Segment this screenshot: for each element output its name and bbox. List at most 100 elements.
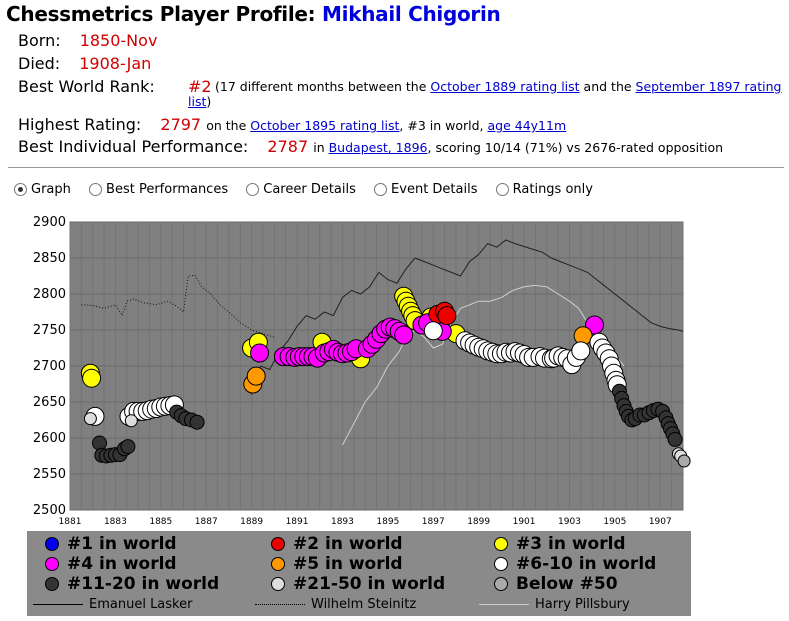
- legend-label: #1 in world: [67, 534, 177, 554]
- best-rank-value: #2: [188, 77, 212, 96]
- radio-ratings-only[interactable]: Ratings only: [495, 182, 593, 197]
- rating-point-rank-6-10: [571, 341, 591, 361]
- y-tick-label: 2850: [33, 251, 66, 266]
- rating-point-rank-5: [246, 366, 266, 386]
- x-tick-label: 1893: [331, 517, 354, 527]
- rating-point-rank-6-10: [423, 321, 443, 341]
- x-tick-label: 1903: [558, 517, 581, 527]
- x-tick-label: 1891: [286, 517, 309, 527]
- perf-note-b: , scoring 10/14 (71%) vs 2676-rated oppo…: [427, 140, 724, 155]
- x-tick-label: 1895: [376, 517, 399, 527]
- rating-point-rank-2: [437, 306, 457, 326]
- born-row: Born: 1850-Nov: [18, 31, 157, 50]
- x-tick-label: 1905: [603, 517, 626, 527]
- radio-ratings-only-dot[interactable]: [495, 183, 509, 196]
- radio-graph[interactable]: Graph: [14, 182, 71, 197]
- legend-item-rank-5: #5 in world: [271, 554, 403, 574]
- legend-item-rank-1: #1 in world: [45, 534, 177, 554]
- radio-event-details-dot[interactable]: [374, 183, 388, 196]
- legend-item-rank-2: #2 in world: [271, 534, 403, 554]
- september-1897-link-cont[interactable]: list: [188, 94, 207, 109]
- y-tick-label: 2650: [33, 395, 66, 410]
- highest-rating-value: 2797: [160, 115, 202, 134]
- rank-note-a: (17 different months between the: [215, 79, 427, 94]
- best-rank-row: Best World Rank: #2 (17 different months…: [18, 77, 781, 109]
- x-tick-label: 1907: [649, 517, 672, 527]
- divider: [8, 167, 784, 168]
- rating-point-rank-3: [82, 368, 102, 388]
- radio-career-details-dot[interactable]: [246, 183, 260, 196]
- radio-career-details-label: Career Details: [263, 182, 356, 197]
- radio-best-performances-dot[interactable]: [89, 183, 103, 196]
- radio-event-details[interactable]: Event Details: [374, 182, 478, 197]
- legend-label: #5 in world: [293, 554, 403, 574]
- legend-dot: [45, 557, 59, 571]
- y-tick-label: 2700: [33, 359, 66, 374]
- y-tick-label: 2500: [33, 503, 66, 518]
- page-title: Chessmetrics Player Profile: Mikhail Chi…: [6, 2, 501, 26]
- legend-line-label: Wilhelm Steinitz: [311, 597, 417, 612]
- rating-chart: 2500 2550 2600 2650 2700 2750 2800 2850 2900 1881…: [33, 215, 691, 527]
- legend-label: #11-20 in world: [67, 574, 220, 594]
- legend-dot: [271, 537, 285, 551]
- line-wilhelm-steinitz: [81, 274, 275, 338]
- legend-label: #2 in world: [293, 534, 403, 554]
- rating-point-rank-below-50: [677, 454, 691, 468]
- born-value: 1850-Nov: [79, 31, 158, 50]
- legend-item-rank-4: #4 in world: [45, 554, 177, 574]
- player-name: Mikhail Chigorin: [322, 2, 501, 26]
- radio-career-details[interactable]: Career Details: [246, 182, 356, 197]
- best-performance-value: 2787: [267, 137, 309, 156]
- legend-dot: [494, 577, 508, 591]
- chart-legend: #1 in world #2 in world #3 in world #4 i…: [27, 531, 691, 616]
- legend-item-rank-3: #3 in world: [494, 534, 626, 554]
- best-rank-note: (17 different months between the October…: [215, 79, 781, 94]
- best-performance-row: Best Individual Performance: 2787 in Bud…: [18, 137, 723, 156]
- rating-point-rank-4: [250, 343, 270, 363]
- legend-dot: [271, 557, 285, 571]
- highest-rating-row: Highest Rating: 2797 on the October 1895…: [18, 115, 566, 134]
- september-1897-link[interactable]: September 1897 rating: [635, 79, 782, 94]
- legend-line-label: Emanuel Lasker: [89, 597, 193, 612]
- died-row: Died: 1908-Jan: [18, 54, 151, 73]
- rating-point-rank-21-50: [83, 412, 97, 426]
- radio-graph-dot[interactable]: [14, 183, 27, 196]
- best-rank-note-line2: list): [188, 94, 211, 109]
- x-tick-label: 1887: [195, 517, 218, 527]
- x-tick-label: 1901: [513, 517, 536, 527]
- died-label: Died:: [18, 54, 61, 73]
- x-tick-label: 1889: [240, 517, 263, 527]
- x-tick-label: 1897: [422, 517, 445, 527]
- y-tick-label: 2750: [33, 323, 66, 338]
- radio-ratings-only-label: Ratings only: [512, 182, 593, 197]
- rating-point-rank-21-50: [124, 414, 138, 428]
- rating-point-rank-11-20: [189, 414, 205, 430]
- x-tick-label: 1881: [59, 517, 82, 527]
- legend-label: Below #50: [516, 574, 618, 594]
- october-1889-link[interactable]: October 1889 rating list: [430, 79, 580, 94]
- rating-point-rank-11-20: [667, 431, 683, 447]
- title-prefix: Chessmetrics Player Profile:: [6, 2, 316, 26]
- legend-line-sample: [479, 604, 529, 605]
- legend-dot: [271, 577, 285, 591]
- rank-note-c: ): [206, 94, 212, 109]
- legend-line-lasker: Emanuel Lasker: [33, 597, 192, 612]
- rating-point-rank-4: [394, 325, 414, 345]
- legend-dot: [45, 537, 59, 551]
- view-options: Graph Best Performances Career Details E…: [14, 182, 607, 200]
- budapest-1896-link[interactable]: Budapest, 1896: [328, 140, 428, 155]
- october-1895-link[interactable]: October 1895 rating list: [250, 118, 400, 133]
- x-tick-label: 1899: [467, 517, 490, 527]
- legend-dot: [494, 537, 508, 551]
- x-tick-label: 1883: [104, 517, 127, 527]
- highest-rating-label: Highest Rating:: [18, 115, 142, 134]
- age-link[interactable]: age 44y11m: [487, 118, 567, 133]
- legend-line-pillsbury: Harry Pillsbury: [479, 597, 630, 612]
- y-tick-label: 2600: [33, 431, 66, 446]
- perf-note-a: in: [313, 140, 325, 155]
- radio-graph-label: Graph: [31, 182, 71, 197]
- born-label: Born:: [18, 31, 61, 50]
- best-performance-label: Best Individual Performance:: [18, 137, 249, 156]
- radio-best-performances[interactable]: Best Performances: [89, 182, 228, 197]
- legend-item-rank-6-10: #6-10 in world: [494, 554, 656, 574]
